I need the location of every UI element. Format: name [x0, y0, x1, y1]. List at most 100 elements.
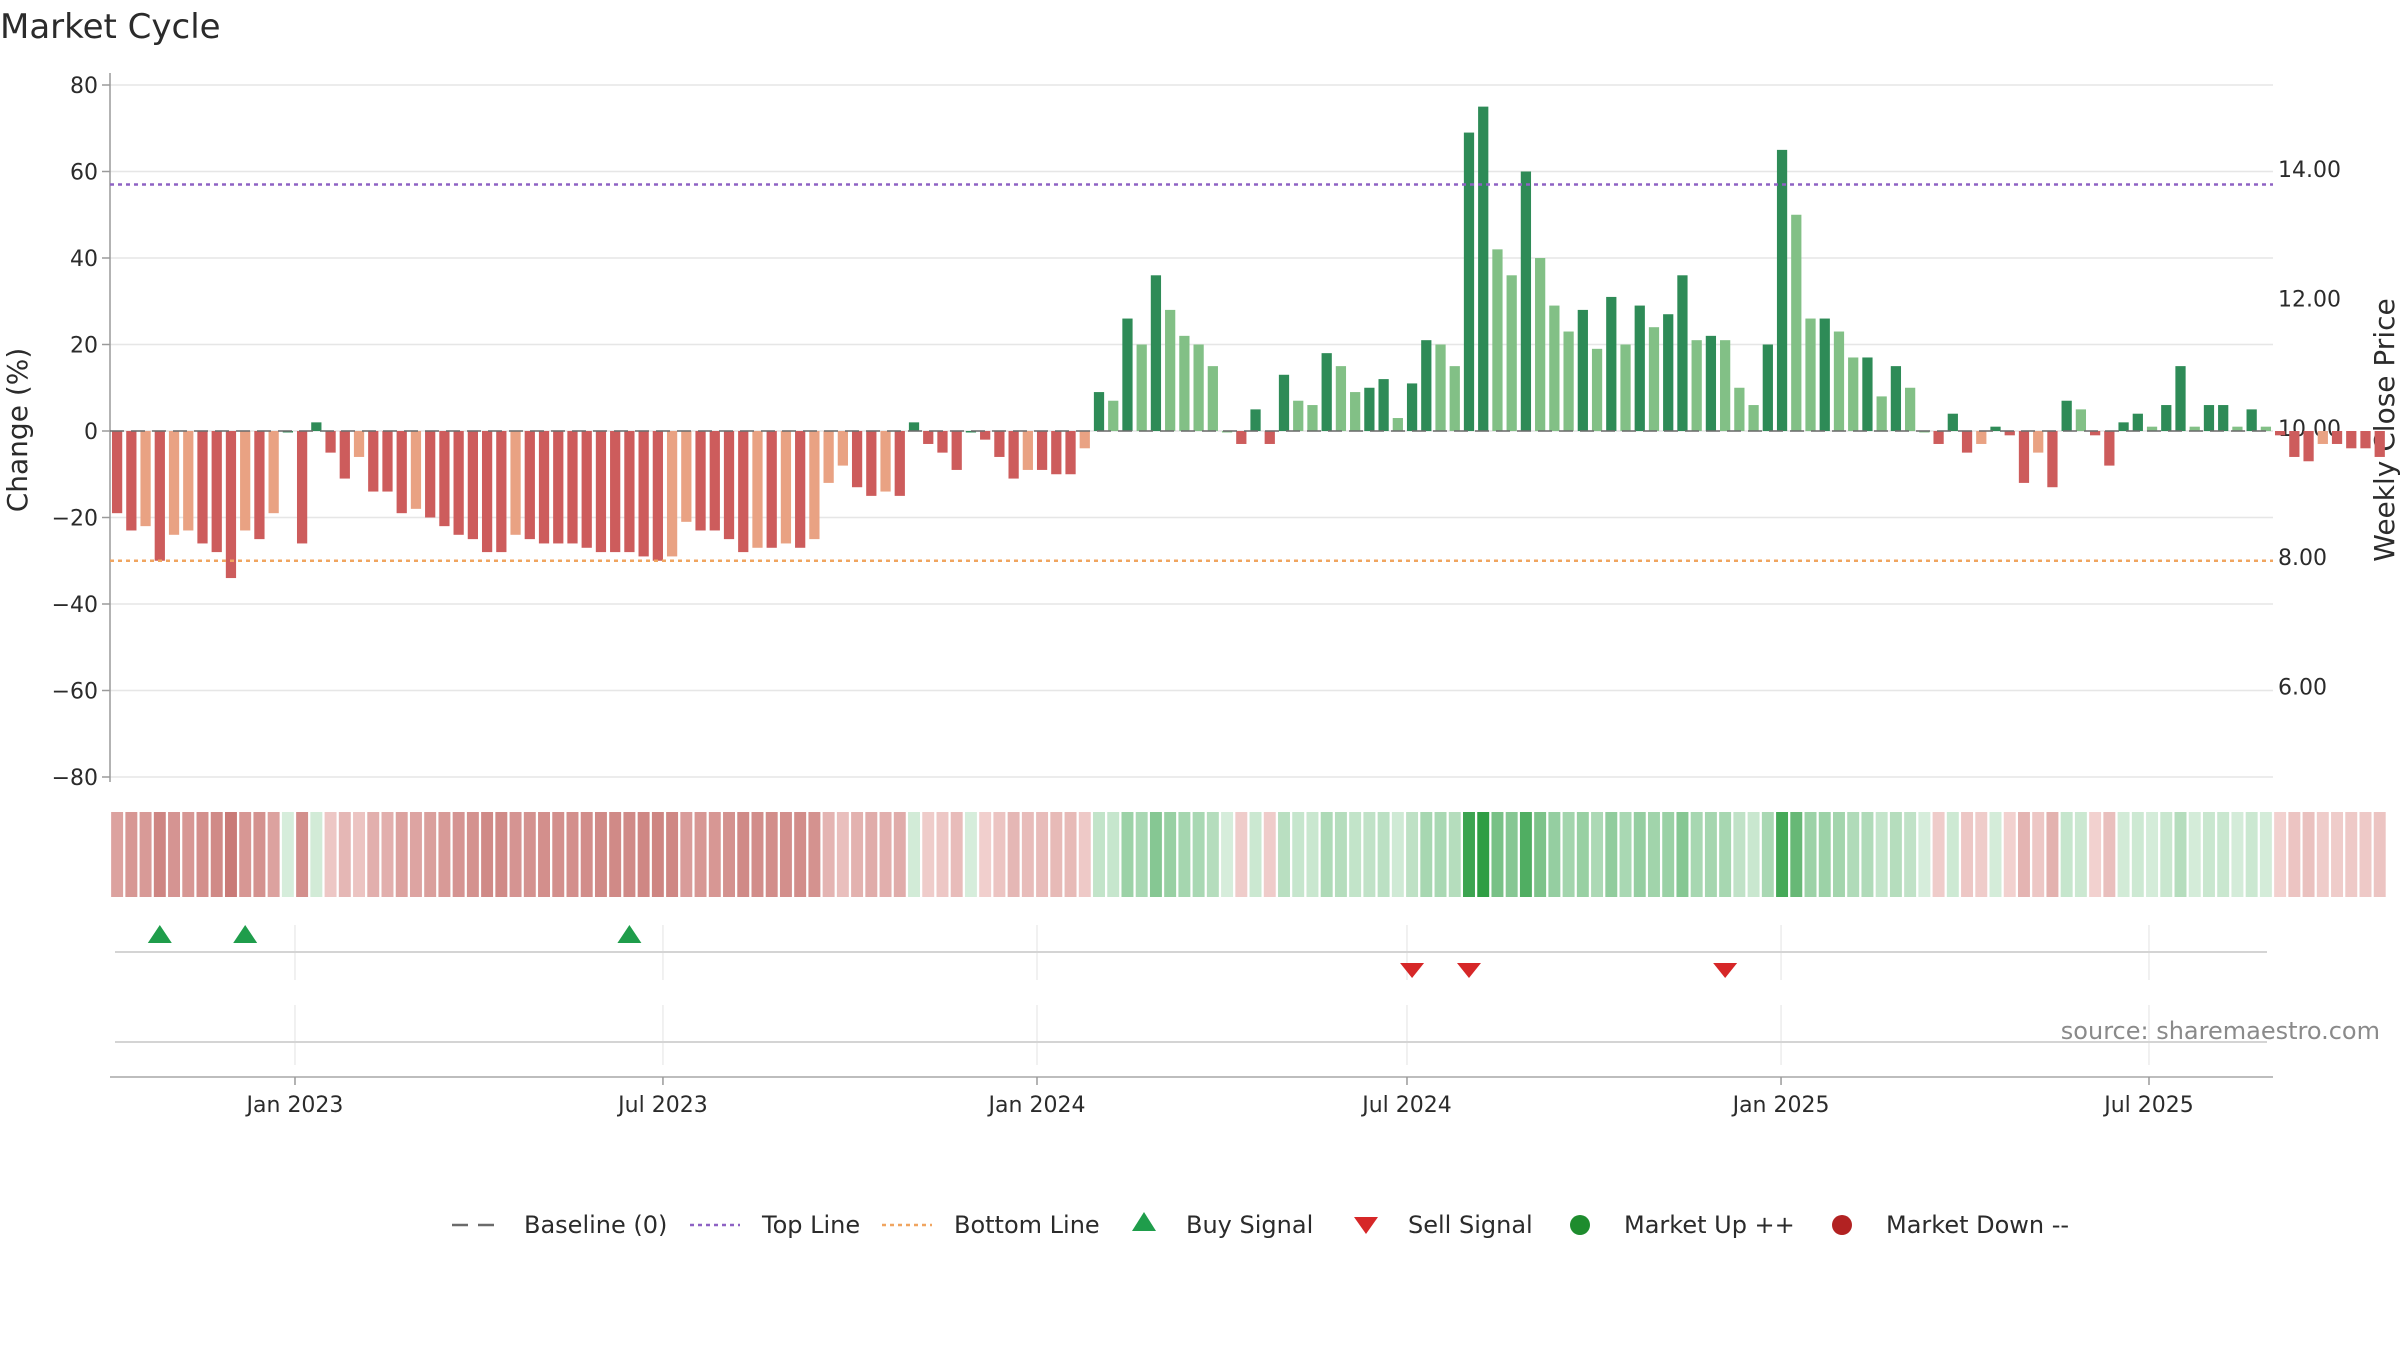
heat-cell	[893, 812, 906, 897]
change-bar	[425, 431, 436, 518]
change-bar	[1293, 400, 1304, 431]
y-tick-label: 60	[70, 161, 98, 186]
change-bar	[1606, 296, 1617, 431]
x-tick-label: Jul 2024	[1360, 1093, 1452, 1118]
x-tick-label: Jan 2023	[245, 1093, 344, 1118]
heat-cell	[1192, 812, 1205, 897]
change-bar	[1776, 149, 1788, 431]
change-bar	[1051, 431, 1062, 475]
heat-cell	[1021, 812, 1034, 897]
heat-cell	[1406, 812, 1419, 897]
y-tick-label: −60	[52, 680, 98, 705]
change-bar	[2218, 405, 2229, 431]
heat-cell	[1135, 812, 1148, 897]
heat-cell	[1491, 812, 1504, 897]
y2-tick-label: 14.00	[2278, 158, 2341, 183]
change-bar	[908, 422, 920, 431]
heat-cell	[2359, 812, 2372, 897]
heat-cell	[125, 812, 138, 897]
legend-label: Bottom Line	[954, 1211, 1100, 1239]
change-bar	[1762, 344, 1773, 431]
change-bars	[111, 106, 2385, 579]
heat-cell	[2146, 812, 2159, 897]
heat-cell	[1605, 812, 1618, 897]
heat-cell	[1078, 812, 1091, 897]
heat-cell	[1648, 812, 1660, 897]
change-bar	[1264, 431, 1275, 444]
change-bar	[126, 431, 137, 531]
heat-cell	[1790, 812, 1803, 897]
change-bar	[2146, 426, 2158, 431]
heat-cell	[1036, 812, 1049, 897]
change-bar	[1620, 344, 1631, 431]
change-bar	[994, 431, 1005, 457]
change-bar	[1947, 413, 1958, 431]
heat-cell	[580, 812, 593, 897]
change-bar	[1819, 318, 1830, 431]
heat-cell	[1776, 812, 1789, 897]
cycle-heat-strip	[111, 812, 2386, 897]
change-bar	[1236, 431, 1247, 444]
change-bar	[610, 431, 621, 553]
heat-cell	[1477, 812, 1490, 897]
change-bar	[837, 431, 848, 466]
change-bar	[1520, 171, 1532, 431]
heat-cell	[1505, 812, 1518, 897]
heat-cell	[153, 812, 166, 897]
change-bar	[1307, 405, 1318, 431]
change-bar	[254, 431, 265, 540]
legend-label: Sell Signal	[1408, 1211, 1533, 1239]
change-bar	[1833, 331, 1845, 431]
heat-cell	[1690, 812, 1703, 897]
change-bar	[681, 431, 692, 522]
change-bar	[1890, 366, 1902, 431]
change-bar	[240, 431, 251, 531]
change-bar	[1663, 314, 1674, 431]
change-bar	[1008, 431, 1019, 479]
x-axis: Jan 2023 Jul 2023 Jan 2024 Jul 2024 Jan 2025…	[110, 1076, 2273, 1118]
change-bar	[1335, 366, 1347, 431]
change-bar	[1136, 344, 1147, 431]
change-bar	[980, 431, 991, 440]
heat-cell	[1178, 812, 1191, 897]
change-bar	[197, 431, 208, 544]
heat-cell	[1206, 812, 1219, 897]
change-bar	[1278, 374, 1290, 431]
sell-signal-marker	[1456, 963, 1481, 978]
change-bar	[1634, 305, 1645, 431]
heat-cell	[2373, 812, 2386, 897]
change-bar	[154, 431, 165, 561]
heat-cell	[1534, 812, 1547, 897]
change-bar	[1805, 318, 1816, 431]
change-bar	[168, 431, 180, 535]
heat-cell	[1320, 812, 1333, 897]
change-bar	[1976, 431, 1987, 444]
change-bar	[2004, 431, 2015, 436]
heat-cell	[1619, 812, 1632, 897]
change-bar	[2360, 431, 2371, 449]
x-tick-label: Jul 2025	[2102, 1093, 2194, 1118]
heat-cell	[2160, 812, 2173, 897]
heat-cell	[1334, 812, 1347, 897]
change-bar	[2047, 431, 2058, 488]
change-bar	[1022, 431, 1033, 470]
heat-cell	[751, 812, 764, 897]
heat-cell	[1448, 812, 1461, 897]
heat-cell	[993, 812, 1006, 897]
heat-cell	[409, 812, 422, 897]
change-bar	[1961, 431, 1973, 453]
heat-cell	[865, 812, 878, 897]
legend-item: Top Line	[690, 1211, 860, 1239]
change-bar	[2018, 431, 2030, 483]
change-bar	[2303, 431, 2314, 462]
change-bar	[851, 431, 863, 488]
change-bar	[2175, 366, 2186, 431]
buy-signal-marker	[233, 925, 258, 943]
change-bar	[1250, 409, 1261, 431]
buy-signal-marker	[617, 925, 642, 943]
change-bar	[296, 431, 308, 544]
change-bar	[1207, 366, 1218, 431]
change-bar	[410, 431, 422, 509]
heat-cell	[1704, 812, 1717, 897]
y-tick-label: −20	[52, 507, 98, 532]
